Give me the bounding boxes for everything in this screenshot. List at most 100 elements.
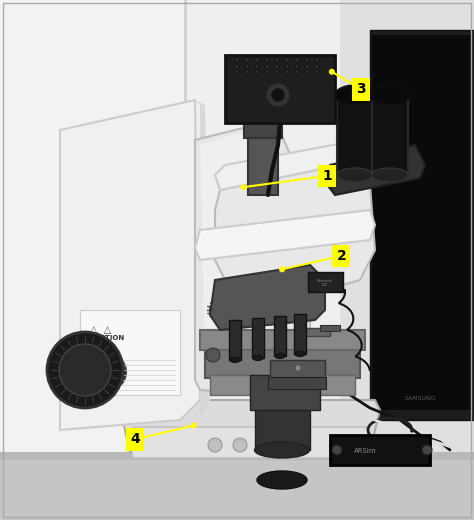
- Circle shape: [206, 348, 220, 362]
- Text: ARSim: ARSim: [354, 448, 376, 454]
- Ellipse shape: [257, 471, 307, 489]
- Polygon shape: [215, 165, 375, 300]
- Circle shape: [90, 354, 126, 390]
- Circle shape: [305, 58, 309, 62]
- Circle shape: [235, 58, 239, 62]
- Ellipse shape: [372, 168, 408, 182]
- Circle shape: [235, 64, 239, 68]
- Ellipse shape: [230, 358, 240, 362]
- Circle shape: [305, 70, 309, 74]
- Circle shape: [265, 70, 269, 74]
- Text: 1: 1: [322, 169, 332, 183]
- Bar: [244, 120, 282, 138]
- Circle shape: [315, 70, 319, 74]
- Circle shape: [295, 64, 299, 68]
- Circle shape: [305, 64, 309, 68]
- Bar: [372, 35, 472, 410]
- Ellipse shape: [372, 88, 408, 102]
- Bar: [372, 95, 408, 175]
- Polygon shape: [60, 100, 200, 430]
- Circle shape: [255, 58, 259, 62]
- Circle shape: [285, 70, 289, 74]
- Bar: [0, 452, 474, 460]
- Text: 2: 2: [337, 249, 346, 263]
- Bar: [205, 348, 360, 378]
- Text: CAUTION: CAUTION: [90, 335, 125, 341]
- Circle shape: [275, 64, 279, 68]
- Circle shape: [47, 332, 123, 408]
- Circle shape: [285, 64, 289, 68]
- Ellipse shape: [275, 354, 285, 358]
- Circle shape: [329, 69, 335, 75]
- Ellipse shape: [255, 442, 310, 458]
- Circle shape: [422, 445, 432, 455]
- Circle shape: [265, 64, 269, 68]
- Circle shape: [233, 438, 247, 452]
- Circle shape: [288, 438, 302, 452]
- Ellipse shape: [337, 88, 373, 102]
- Bar: [337, 95, 373, 175]
- Bar: [340, 0, 474, 520]
- Bar: [255, 400, 310, 450]
- Circle shape: [245, 58, 249, 62]
- Circle shape: [332, 445, 342, 455]
- Polygon shape: [200, 130, 275, 375]
- Bar: [370, 30, 474, 420]
- Bar: [268, 377, 326, 389]
- Polygon shape: [195, 100, 210, 420]
- Polygon shape: [120, 400, 380, 452]
- Bar: [308, 272, 343, 292]
- Polygon shape: [215, 140, 375, 190]
- Circle shape: [275, 58, 279, 62]
- Circle shape: [245, 64, 249, 68]
- Circle shape: [59, 344, 111, 396]
- Polygon shape: [210, 265, 325, 330]
- Bar: [200, 330, 365, 350]
- Text: SAMSUNG: SAMSUNG: [404, 396, 436, 400]
- Polygon shape: [195, 210, 375, 260]
- Circle shape: [255, 64, 259, 68]
- Bar: [274, 316, 286, 356]
- Bar: [250, 375, 320, 410]
- Circle shape: [266, 83, 290, 107]
- Circle shape: [208, 438, 222, 452]
- Circle shape: [295, 365, 301, 371]
- Circle shape: [315, 58, 319, 62]
- Ellipse shape: [335, 85, 375, 105]
- Text: 4: 4: [130, 433, 140, 446]
- Circle shape: [285, 58, 289, 62]
- Ellipse shape: [337, 168, 373, 182]
- Circle shape: [295, 70, 299, 74]
- Circle shape: [315, 64, 319, 68]
- Circle shape: [245, 70, 249, 74]
- Circle shape: [265, 58, 269, 62]
- Bar: [0, 0, 185, 520]
- Bar: [305, 328, 330, 336]
- Circle shape: [255, 70, 259, 74]
- FancyBboxPatch shape: [132, 427, 368, 458]
- Text: △  △: △ △: [90, 325, 111, 335]
- Circle shape: [191, 422, 196, 428]
- Circle shape: [279, 266, 285, 272]
- Ellipse shape: [253, 356, 263, 360]
- Text: 3: 3: [356, 83, 366, 96]
- Ellipse shape: [370, 85, 410, 105]
- Circle shape: [275, 70, 279, 74]
- Ellipse shape: [295, 352, 305, 357]
- Bar: [225, 55, 335, 123]
- Bar: [320, 325, 340, 331]
- Circle shape: [240, 184, 246, 190]
- Polygon shape: [195, 120, 310, 395]
- Circle shape: [271, 88, 285, 102]
- Circle shape: [295, 58, 299, 62]
- Bar: [80, 310, 180, 395]
- Bar: [252, 318, 264, 358]
- Text: 警  告: 警 告: [92, 345, 103, 351]
- Bar: [270, 360, 325, 378]
- Ellipse shape: [210, 295, 290, 325]
- Bar: [229, 320, 241, 360]
- Polygon shape: [325, 145, 425, 195]
- Bar: [330, 435, 430, 465]
- Bar: [294, 314, 306, 354]
- Circle shape: [235, 70, 239, 74]
